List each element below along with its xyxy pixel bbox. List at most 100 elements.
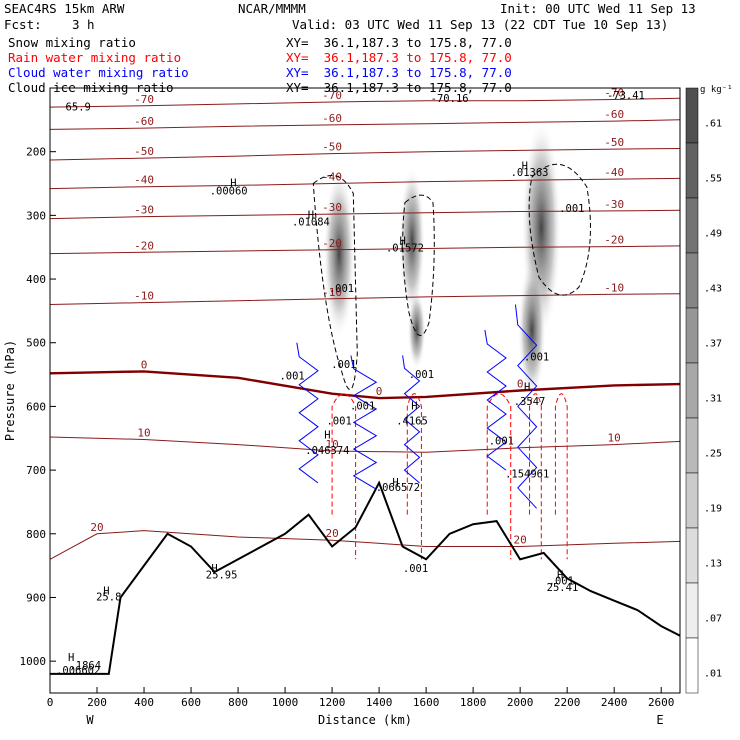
y-axis-label: Pressure (hPa) xyxy=(3,340,17,441)
y-tick-label: 500 xyxy=(26,337,46,350)
contour-label: -60 xyxy=(322,112,342,125)
colorbar-segment xyxy=(685,307,699,364)
colorbar-segment xyxy=(685,197,699,254)
snow-outline xyxy=(312,175,358,390)
source-label: NCAR/MMMM xyxy=(238,1,306,16)
colorbar-label: .43 xyxy=(704,284,722,295)
contour-label: 0 xyxy=(517,378,524,391)
temperature-contour xyxy=(49,245,681,255)
contour-label: -40 xyxy=(322,171,342,184)
field-name-cloud-water: Cloud water mixing ratio xyxy=(8,65,189,80)
annotation-label: .01084 xyxy=(292,217,330,229)
plot-frame xyxy=(49,87,681,694)
x-tick-label: 1600 xyxy=(413,696,440,709)
annotation-label: H xyxy=(524,382,530,394)
annotation-label: .001 xyxy=(524,352,549,364)
colorbar-label: .19 xyxy=(704,504,722,515)
annotation-label: .001 xyxy=(559,203,584,215)
colorbar-segment xyxy=(685,142,699,199)
annotation-label: -70.16 xyxy=(431,93,469,105)
contour-label: -70 xyxy=(322,89,342,102)
contour-label: -70 xyxy=(604,86,624,99)
x-tick-label: 2000 xyxy=(507,696,534,709)
annotation-label: .4165 xyxy=(396,415,428,427)
y-tick-label: 800 xyxy=(26,528,46,541)
contour-label: -10 xyxy=(604,281,624,294)
contour-label: -50 xyxy=(134,145,154,158)
contour-label: -60 xyxy=(604,108,624,121)
annotation-label: .001 xyxy=(549,576,574,588)
colorbar-segment xyxy=(685,87,699,144)
y-tick-label: 700 xyxy=(26,464,46,477)
x-tick-label: 1800 xyxy=(460,696,487,709)
colorbar-segment xyxy=(685,252,699,309)
annotation-label: H xyxy=(557,569,563,581)
x-tick-label: 2200 xyxy=(554,696,581,709)
annotation-label: 65.9 xyxy=(66,101,91,113)
field-xy-rain: XY= 36.1,187.3 to 175.8, 77.0 xyxy=(286,50,512,65)
temperature-contour xyxy=(49,177,681,190)
contour-label: 10 xyxy=(608,432,621,445)
x-tick-label: 2600 xyxy=(648,696,675,709)
y-tick-label: 300 xyxy=(26,209,46,222)
annotation-label: 25.41 xyxy=(547,582,579,594)
rain-outline xyxy=(529,393,542,560)
rain-outline xyxy=(486,393,512,560)
annotation-label: .046374 xyxy=(305,445,349,457)
annotation-label: .001 xyxy=(331,359,356,371)
colorbar-label: .55 xyxy=(704,174,722,185)
ice-plume xyxy=(399,165,426,316)
annotation-label: .001 xyxy=(326,415,351,427)
annotation-label: .01572 xyxy=(386,243,424,255)
annotation-label: .1864 xyxy=(69,660,101,672)
annotation-label: .001 xyxy=(350,401,375,413)
annotation-label: H xyxy=(399,236,405,248)
colorbar-label: .13 xyxy=(704,559,722,570)
field-name-rain: Rain water mixing ratio xyxy=(8,50,182,65)
temperature-contour xyxy=(49,530,681,560)
field-xy-snow: XY= 36.1,187.3 to 175.8, 77.0 xyxy=(286,35,512,50)
annotation-label: .154961 xyxy=(505,469,549,481)
terrain-line xyxy=(50,480,681,675)
x-tick-label: 600 xyxy=(181,696,201,709)
rain-outline xyxy=(331,393,357,560)
annotation-label: H xyxy=(324,429,330,441)
cloud-water-contour xyxy=(514,304,538,509)
colorbar-label: .37 xyxy=(704,339,722,350)
snow-outline xyxy=(528,163,591,296)
contour-label: -30 xyxy=(322,201,342,214)
colorbar-label: .07 xyxy=(704,614,722,625)
cloud-water-contour xyxy=(402,355,421,484)
x-tick-label: 800 xyxy=(228,696,248,709)
annotation-label: .001 xyxy=(279,371,304,383)
annotation-label: H xyxy=(522,161,528,173)
east-label: E xyxy=(656,713,663,727)
annotation-label: 25.95 xyxy=(206,569,238,581)
contour-label: -40 xyxy=(134,174,154,187)
colorbar-label: .25 xyxy=(704,449,722,460)
contour-label: 20 xyxy=(90,521,103,534)
x-tick-label: 0 xyxy=(47,696,54,709)
colorbar-label: .61 xyxy=(704,119,722,130)
temperature-contour xyxy=(49,148,681,161)
cloud-water-contour xyxy=(296,342,319,484)
contour-label: -20 xyxy=(604,234,624,247)
colorbar-segment xyxy=(685,417,699,474)
annotation-label: .001 xyxy=(489,436,514,448)
chart-title: SEAC4RS 15km ARW xyxy=(4,1,125,16)
rain-outline xyxy=(554,393,568,560)
snow-outline xyxy=(402,194,435,336)
y-tick-label: 400 xyxy=(26,273,46,286)
contour-label: -30 xyxy=(134,204,154,217)
temperature-contour xyxy=(49,97,681,108)
contour-label: -50 xyxy=(322,141,342,154)
contour-label: -70 xyxy=(134,93,154,106)
temperature-contour xyxy=(49,370,681,400)
contour-label: -10 xyxy=(134,290,154,303)
ice-plume xyxy=(407,290,426,370)
x-tick-label: 200 xyxy=(87,696,107,709)
annotation-label: H xyxy=(392,477,398,489)
annotation-label: H xyxy=(103,585,109,597)
annotation-label: H xyxy=(230,178,236,190)
x-axis-label: Distance (km) xyxy=(318,713,412,727)
